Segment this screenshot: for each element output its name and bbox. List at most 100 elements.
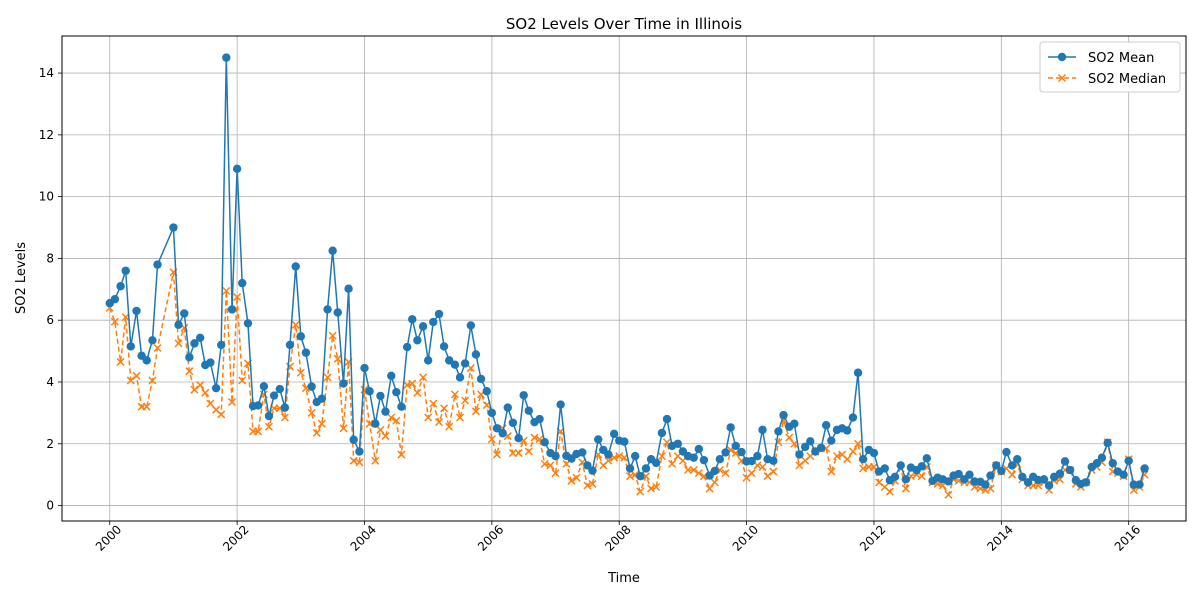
- median-point: [795, 461, 804, 470]
- mean-point: [1023, 478, 1033, 487]
- mean-point: [901, 475, 910, 484]
- mean-point: [858, 455, 868, 464]
- mean-point: [699, 455, 709, 465]
- median-point: [233, 293, 242, 302]
- mean-point: [1007, 461, 1017, 470]
- median-point: [652, 482, 661, 492]
- median-point: [705, 484, 714, 493]
- median-point: [185, 367, 194, 376]
- median-point: [440, 404, 449, 413]
- mean-point: [769, 456, 778, 465]
- mean-point: [371, 419, 380, 428]
- mean-point: [795, 450, 804, 459]
- median-point: [307, 408, 316, 417]
- median-point: [371, 456, 380, 465]
- median-point: [657, 452, 666, 461]
- median-point: [689, 465, 698, 475]
- mean-point: [657, 428, 667, 438]
- median-point: [710, 478, 719, 487]
- median-point: [333, 354, 342, 363]
- mean-point: [604, 450, 613, 459]
- median-point: [668, 459, 677, 468]
- mean-point: [651, 458, 661, 468]
- median-point: [508, 449, 517, 458]
- mean-point: [376, 391, 385, 401]
- median-point: [694, 469, 703, 478]
- mean-point: [843, 426, 852, 435]
- mean-point: [243, 319, 253, 328]
- median-point: [604, 456, 613, 465]
- mean-point: [540, 438, 549, 447]
- median-point: [917, 472, 926, 481]
- mean-point: [387, 371, 396, 381]
- y-tick-label: 4: [46, 375, 54, 389]
- median-point: [217, 410, 226, 419]
- mean-point: [620, 437, 629, 446]
- mean-point: [1097, 453, 1107, 462]
- mean-point: [519, 391, 528, 400]
- median-point: [901, 484, 910, 493]
- mean-point: [853, 368, 863, 377]
- mean-point: [848, 413, 858, 422]
- mean-point: [142, 356, 151, 365]
- median-point: [636, 487, 645, 496]
- median-point: [944, 490, 953, 499]
- mean-point: [280, 403, 290, 412]
- mean-point: [487, 408, 497, 418]
- y-tick-label: 0: [46, 499, 54, 513]
- mean-point: [636, 472, 645, 481]
- median-point: [424, 413, 433, 422]
- mean-point: [609, 429, 619, 439]
- mean-point: [524, 406, 533, 415]
- median-point: [546, 461, 555, 470]
- mean-point: [317, 394, 327, 403]
- mean-point: [328, 246, 337, 255]
- mean-point: [227, 305, 237, 314]
- mean-point: [880, 464, 889, 473]
- plot-area-frame: [61, 35, 1187, 522]
- mean-point: [1135, 480, 1144, 489]
- mean-point: [1018, 472, 1027, 482]
- legend-median-marker: [1057, 73, 1067, 83]
- median-point: [126, 376, 135, 385]
- mean-point: [423, 356, 433, 365]
- mean-point: [392, 387, 401, 397]
- median-point: [349, 456, 358, 465]
- median-point: [859, 464, 868, 473]
- mean-point: [630, 451, 640, 461]
- median-point: [492, 450, 501, 459]
- y-tick-label: 14: [39, 66, 54, 80]
- median-point: [551, 469, 560, 478]
- mean-point: [944, 477, 953, 486]
- mean-point: [737, 447, 746, 457]
- median-point: [763, 472, 772, 481]
- mean-point: [153, 260, 162, 269]
- median-point: [461, 396, 470, 405]
- mean-point: [349, 435, 358, 444]
- median-point: [222, 286, 231, 295]
- mean-point: [296, 332, 306, 341]
- mean-point: [185, 353, 194, 362]
- mean-point: [890, 472, 900, 482]
- median-point: [429, 399, 438, 408]
- mean-point: [381, 407, 390, 416]
- mean-point: [694, 444, 704, 454]
- mean-point: [259, 382, 269, 391]
- mean-point: [455, 373, 465, 382]
- mean-point: [126, 342, 135, 351]
- legend-median-label: SO2 Median: [1088, 72, 1166, 87]
- mean-point: [535, 414, 544, 424]
- median-point: [381, 432, 390, 441]
- mean-point: [397, 402, 406, 411]
- median-point: [471, 407, 480, 416]
- mean-point: [662, 414, 672, 424]
- median-point: [254, 427, 263, 436]
- mean-point: [1140, 464, 1149, 473]
- median-point: [626, 472, 635, 481]
- median-point: [785, 433, 794, 442]
- mean-point: [753, 451, 762, 461]
- median-point: [683, 465, 693, 475]
- mean-point: [174, 320, 183, 330]
- mean-point: [641, 464, 651, 473]
- mean-point: [217, 340, 226, 350]
